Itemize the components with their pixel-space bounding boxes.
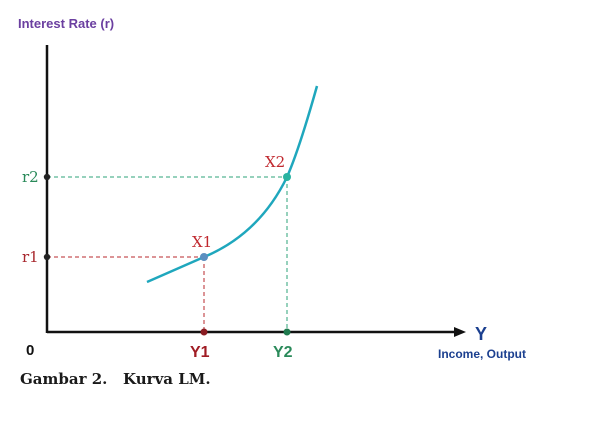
x1-label: X1 <box>192 233 212 251</box>
point-x2 <box>283 173 291 181</box>
x-axis-title: Income, Output <box>438 347 526 361</box>
r2-label: r2 <box>22 168 39 186</box>
r1-axis-dot <box>43 253 51 261</box>
y2-label: Y2 <box>273 344 293 361</box>
y-axis-title: Interest Rate (r) <box>18 16 114 31</box>
x-axis-arrowhead <box>454 327 466 337</box>
x2-label: X2 <box>265 153 285 171</box>
figure-caption: Gambar 2. Kurva LM. <box>20 370 211 388</box>
point-x1 <box>200 253 208 261</box>
r1-label: r1 <box>22 248 39 266</box>
y2-axis-dot <box>283 328 291 336</box>
lm-curve <box>146 85 319 284</box>
y1-axis-dot <box>200 328 208 336</box>
x-axis-symbol: Y <box>475 324 487 344</box>
r2-axis-dot <box>43 173 51 181</box>
origin-label: 0 <box>26 342 34 359</box>
y1-label: Y1 <box>190 344 210 361</box>
